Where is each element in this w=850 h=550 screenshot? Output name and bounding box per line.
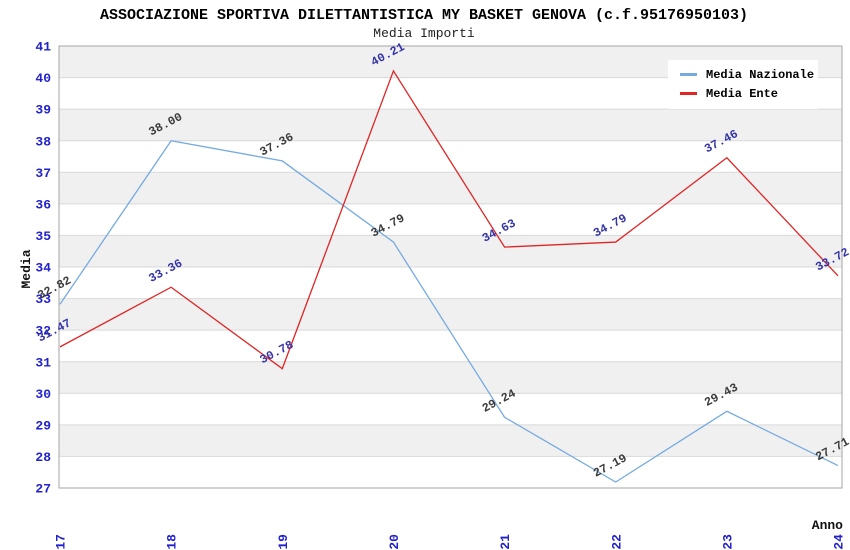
x-tick-label: 2023 [720, 534, 735, 550]
y-tick-label: 28 [35, 450, 51, 465]
legend-label: Media Ente [706, 86, 779, 101]
y-tick-label: 34 [35, 261, 51, 276]
y-tick-label: 30 [35, 387, 51, 402]
y-tick-label: 37 [35, 166, 51, 181]
x-tick-label: 2024 [832, 534, 847, 550]
line-media-nazionale [59, 139, 839, 483]
legend-line-swatch-ente [680, 92, 697, 95]
point-value-label: 31.47 [35, 316, 73, 345]
chart-subtitle: Media Importi [373, 26, 475, 41]
y-tick-label: 35 [35, 229, 51, 244]
y-tick-label: 27 [35, 482, 51, 497]
legend-item-media-ente: Media Ente [680, 84, 818, 103]
x-tick-label: 2022 [609, 534, 624, 550]
chart-title: ASSOCIAZIONE SPORTIVA DILETTANTISTICA MY… [99, 7, 749, 24]
plot-band [59, 235, 842, 267]
legend-line-swatch-nazionale [680, 73, 697, 76]
y-tick-label: 33 [35, 292, 51, 307]
x-tick-label: 2018 [165, 534, 180, 550]
y-tick-label: 40 [35, 71, 51, 86]
legend: Media Nazionale Media Ente [668, 60, 818, 109]
plot-band [59, 172, 842, 204]
plot-band [59, 361, 842, 394]
legend-label: Media Nazionale [706, 67, 815, 82]
x-tick-label: 2021 [498, 534, 513, 550]
line-media-ente [59, 69, 839, 370]
y-tick-label: 32 [35, 324, 51, 339]
y-tick-label: 29 [35, 418, 51, 433]
x-axis-title: Anno [812, 518, 843, 533]
plot-band [59, 109, 842, 141]
y-tick-label: 38 [35, 134, 51, 149]
y-tick-label: 39 [35, 103, 51, 118]
y-axis-title: Media [19, 249, 34, 288]
y-tick-label: 41 [35, 40, 51, 55]
legend-item-media-nazionale: Media Nazionale [680, 65, 818, 84]
x-tick-label: 2020 [387, 534, 402, 550]
y-tick-label: 31 [35, 355, 51, 370]
x-tick-label: 2019 [276, 534, 291, 550]
y-tick-label: 36 [35, 197, 51, 212]
plot-band [59, 424, 842, 457]
plot-border [58, 45, 843, 489]
plot-band [59, 298, 842, 331]
x-tick-label: 2017 [54, 534, 69, 550]
